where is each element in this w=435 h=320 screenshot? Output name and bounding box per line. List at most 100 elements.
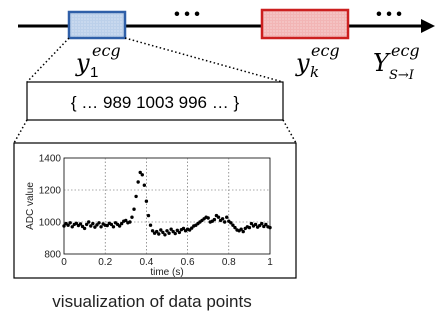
plot-area bbox=[63, 157, 271, 255]
data-point bbox=[222, 220, 227, 224]
chart-grid bbox=[64, 158, 270, 254]
data-point bbox=[111, 225, 116, 229]
data-point bbox=[175, 228, 179, 233]
data-point bbox=[177, 230, 182, 235]
ellipsis-1: • • • bbox=[174, 6, 200, 23]
data-point bbox=[264, 222, 268, 227]
x-tick-label: 0.4 bbox=[139, 257, 153, 268]
data-point bbox=[220, 217, 225, 221]
data-point bbox=[105, 223, 109, 228]
ellipsis-2: • • • bbox=[376, 6, 402, 23]
data-point bbox=[181, 226, 186, 231]
x-tick-label: 0.8 bbox=[222, 257, 236, 268]
data-point bbox=[124, 218, 128, 223]
data-point bbox=[212, 217, 217, 222]
svg-text:ecg: ecg bbox=[92, 41, 121, 60]
data-point bbox=[169, 227, 173, 231]
data-point bbox=[231, 223, 235, 227]
data-point bbox=[70, 225, 74, 229]
data-point bbox=[138, 170, 142, 175]
y-tick-label: 1400 bbox=[39, 154, 62, 165]
svg-text:ecg: ecg bbox=[311, 41, 340, 60]
data-point bbox=[239, 227, 243, 231]
data-point bbox=[173, 231, 177, 236]
data-point bbox=[140, 173, 144, 177]
data-point bbox=[66, 223, 70, 227]
data-point bbox=[95, 223, 99, 227]
data-point bbox=[97, 221, 101, 225]
data-point bbox=[78, 222, 83, 226]
data-point bbox=[216, 215, 221, 219]
y-tick-label: 1000 bbox=[39, 218, 62, 229]
data-point bbox=[165, 229, 169, 233]
y-tick-label: 800 bbox=[44, 250, 61, 261]
data-point bbox=[206, 216, 210, 220]
data-point bbox=[84, 222, 89, 227]
x-axis-label: time (s) bbox=[150, 267, 183, 278]
data-point bbox=[136, 180, 140, 184]
timeline-arrowhead bbox=[421, 19, 435, 33]
data-point bbox=[249, 221, 254, 226]
data-point bbox=[150, 229, 155, 233]
first-segment-box bbox=[67, 10, 127, 40]
data-point bbox=[119, 221, 124, 226]
label-yk-ecg: y k ecg bbox=[295, 41, 340, 81]
svg-text:y: y bbox=[75, 49, 90, 77]
svg-text:ecg: ecg bbox=[391, 41, 420, 60]
zoom-line-left bbox=[26, 37, 70, 83]
label-y1-ecg: y 1 ecg bbox=[75, 41, 121, 81]
data-point bbox=[229, 221, 233, 225]
zoom-line-right bbox=[124, 37, 284, 83]
data-point bbox=[161, 230, 165, 235]
label-Y-sequence-ecg: Y S→I ecg bbox=[373, 41, 420, 83]
data-point bbox=[117, 224, 122, 228]
data-point bbox=[91, 221, 95, 226]
data-point bbox=[146, 213, 151, 218]
data-point bbox=[262, 224, 266, 229]
data-point bbox=[225, 215, 229, 219]
data-point bbox=[241, 229, 245, 234]
y-tick-label: 1200 bbox=[39, 186, 62, 197]
data-point bbox=[109, 222, 114, 227]
data-point bbox=[144, 199, 149, 203]
svg-text:y: y bbox=[295, 49, 310, 77]
svg-text:k: k bbox=[310, 63, 319, 81]
svg-text:1: 1 bbox=[90, 64, 98, 81]
x-tick-label: 0 bbox=[61, 257, 67, 268]
zoom-line-left-2 bbox=[13, 119, 28, 144]
data-point bbox=[74, 221, 79, 225]
data-point bbox=[128, 220, 132, 224]
svg-text:Y: Y bbox=[373, 49, 391, 77]
x-tick-label: 0.2 bbox=[98, 257, 112, 268]
data-point bbox=[157, 232, 161, 236]
data-point bbox=[155, 229, 159, 234]
svg-text:S→I: S→I bbox=[389, 68, 415, 83]
y-axis-label: ADC value bbox=[25, 182, 36, 230]
values-box bbox=[26, 81, 284, 121]
data-point bbox=[253, 222, 258, 227]
data-point bbox=[163, 233, 167, 237]
data-point bbox=[190, 226, 194, 230]
data-point bbox=[68, 221, 72, 225]
x-tick-labels: 0 0.2 0.4 0.6 0.8 1 bbox=[61, 257, 273, 268]
y-tick-labels: 800 1000 1200 1400 bbox=[39, 154, 62, 261]
x-tick-label: 1 bbox=[267, 257, 273, 268]
data-point bbox=[93, 225, 97, 229]
kth-segment-box bbox=[260, 8, 350, 40]
data-point bbox=[247, 225, 252, 230]
data-point bbox=[62, 224, 66, 228]
zoom-line-right-2 bbox=[282, 119, 297, 144]
data-point bbox=[148, 223, 153, 227]
data-point bbox=[82, 226, 87, 231]
data-point bbox=[142, 183, 147, 187]
caption: visualization of data points bbox=[52, 292, 251, 311]
data-point bbox=[87, 220, 91, 224]
data-point bbox=[233, 225, 237, 230]
data-point bbox=[159, 228, 163, 232]
x-tick-label: 0.6 bbox=[181, 257, 195, 268]
data-point bbox=[134, 194, 138, 199]
data-point bbox=[268, 225, 272, 230]
data-point bbox=[89, 224, 93, 228]
